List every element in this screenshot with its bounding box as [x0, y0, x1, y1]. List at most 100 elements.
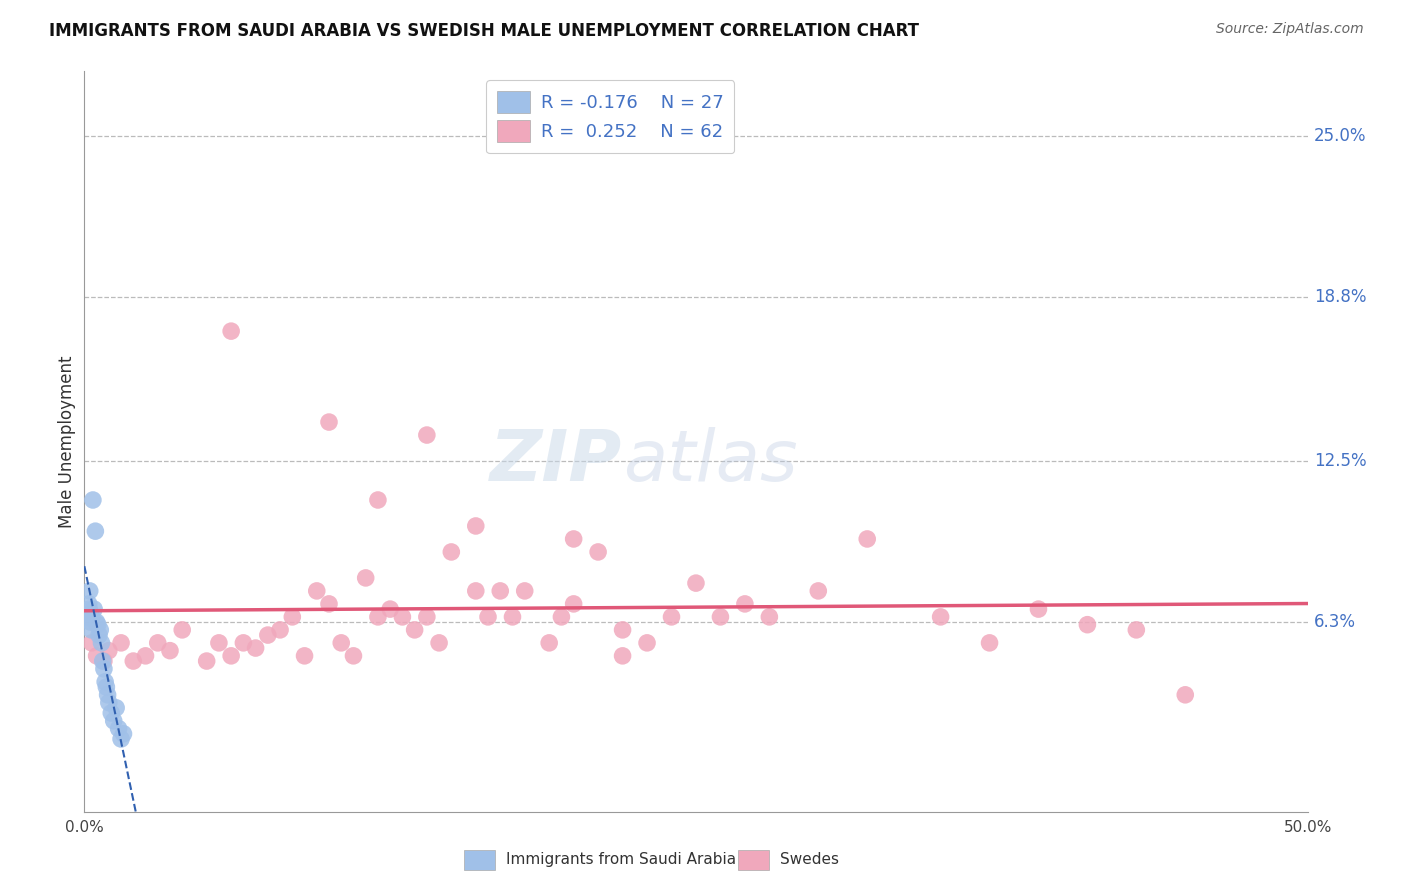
Point	[416, 610, 439, 624]
Point	[464, 583, 486, 598]
Text: 18.8%: 18.8%	[1313, 288, 1367, 306]
Point	[538, 636, 561, 650]
Point	[979, 636, 1001, 650]
Point	[245, 641, 267, 656]
Text: Source: ZipAtlas.com: Source: ZipAtlas.com	[1216, 22, 1364, 37]
Point	[502, 610, 524, 624]
Point	[112, 727, 135, 741]
Point	[97, 688, 120, 702]
Point	[562, 597, 585, 611]
Point	[105, 701, 128, 715]
Point	[77, 602, 100, 616]
Point	[91, 654, 114, 668]
Point	[195, 654, 218, 668]
Point	[685, 576, 707, 591]
Text: 0.0%: 0.0%	[65, 820, 104, 835]
Point	[489, 583, 512, 598]
Point	[380, 602, 402, 616]
Text: IMMIGRANTS FROM SAUDI ARABIA VS SWEDISH MALE UNEMPLOYMENT CORRELATION CHART: IMMIGRANTS FROM SAUDI ARABIA VS SWEDISH …	[49, 22, 920, 40]
Point	[80, 636, 103, 650]
Point	[146, 636, 169, 650]
Point	[80, 623, 103, 637]
Point	[391, 610, 413, 624]
Point	[464, 519, 486, 533]
Legend: R = -0.176    N = 27, R =  0.252    N = 62: R = -0.176 N = 27, R = 0.252 N = 62	[486, 80, 734, 153]
Point	[636, 636, 658, 650]
Point	[367, 493, 389, 508]
Point	[807, 583, 830, 598]
Point	[89, 623, 111, 637]
Point	[107, 722, 129, 736]
Text: atlas: atlas	[623, 426, 797, 496]
Point	[661, 610, 683, 624]
Point	[122, 654, 145, 668]
Point	[103, 714, 125, 728]
Text: 12.5%: 12.5%	[1313, 452, 1367, 470]
Point	[232, 636, 254, 650]
Point	[269, 623, 291, 637]
Point	[100, 706, 122, 720]
Text: 50.0%: 50.0%	[1284, 820, 1331, 835]
Point	[79, 615, 101, 629]
Point	[427, 636, 450, 650]
Point	[1076, 617, 1098, 632]
Point	[135, 648, 157, 663]
Point	[513, 583, 536, 598]
Point	[94, 674, 117, 689]
Point	[562, 532, 585, 546]
Point	[93, 654, 115, 668]
Point	[97, 643, 120, 657]
Text: 25.0%: 25.0%	[1313, 128, 1367, 145]
Point	[929, 610, 952, 624]
Point	[294, 648, 316, 663]
Point	[1125, 623, 1147, 637]
Point	[734, 597, 756, 611]
Point	[77, 597, 100, 611]
Point	[219, 324, 242, 338]
Point	[219, 648, 242, 663]
Point	[257, 628, 280, 642]
Text: Immigrants from Saudi Arabia: Immigrants from Saudi Arabia	[506, 853, 737, 867]
Point	[1028, 602, 1050, 616]
Point	[79, 583, 101, 598]
Point	[90, 636, 112, 650]
Point	[87, 628, 110, 642]
Point	[110, 731, 132, 746]
Point	[87, 617, 110, 632]
Point	[612, 648, 634, 663]
Point	[404, 623, 426, 637]
Point	[758, 610, 780, 624]
Point	[612, 623, 634, 637]
Point	[86, 615, 108, 629]
Point	[367, 610, 389, 624]
Point	[342, 648, 364, 663]
Point	[440, 545, 463, 559]
Point	[586, 545, 609, 559]
Text: 6.3%: 6.3%	[1313, 613, 1355, 631]
Point	[86, 648, 108, 663]
Point	[93, 662, 115, 676]
Point	[77, 610, 100, 624]
Point	[1174, 688, 1197, 702]
Text: ZIP: ZIP	[491, 426, 623, 496]
Point	[550, 610, 572, 624]
Text: Swedes: Swedes	[780, 853, 839, 867]
Point	[97, 696, 120, 710]
Point	[318, 597, 340, 611]
Point	[318, 415, 340, 429]
Point	[354, 571, 377, 585]
Y-axis label: Male Unemployment: Male Unemployment	[58, 355, 76, 528]
Point	[82, 493, 104, 508]
Point	[477, 610, 499, 624]
Point	[110, 636, 132, 650]
Point	[159, 643, 181, 657]
Point	[416, 428, 439, 442]
Point	[80, 610, 103, 624]
Point	[172, 623, 194, 637]
Point	[856, 532, 879, 546]
Point	[281, 610, 304, 624]
Point	[96, 680, 118, 694]
Point	[83, 602, 105, 616]
Point	[709, 610, 731, 624]
Point	[330, 636, 353, 650]
